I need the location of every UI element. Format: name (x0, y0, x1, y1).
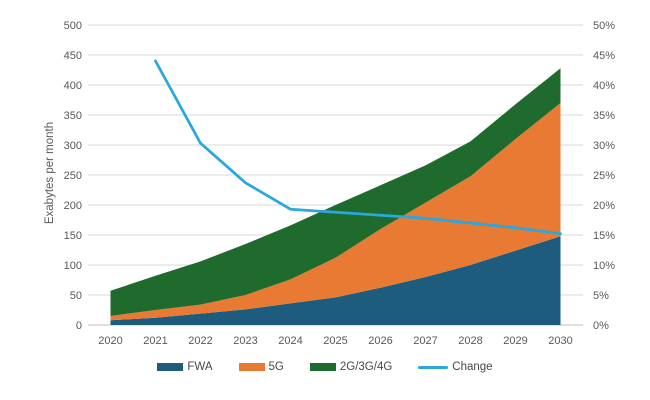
legend-label-change: Change (452, 361, 493, 373)
x-axis-tick-label: 2021 (143, 335, 167, 347)
right-axis-tick-label: 45% (593, 50, 615, 62)
right-axis-tick-label: 40% (593, 80, 615, 92)
left-axis-tick-label: 100 (64, 260, 82, 272)
legend-item-5g: 5G (238, 361, 284, 373)
left-axis-tick-label: 300 (64, 140, 82, 152)
legend-item-change: Change (418, 361, 493, 373)
left-axis-tick-label: 250 (64, 170, 82, 182)
legend-swatch-change-line (418, 365, 449, 369)
x-axis-tick-label: 2024 (278, 335, 302, 347)
right-axis-tick-label: 10% (593, 260, 615, 272)
x-axis-tick-label: 2026 (368, 335, 392, 347)
x-axis-tick-label: 2030 (548, 335, 572, 347)
right-axis-tick-label: 30% (593, 140, 615, 152)
left-axis-tick-label: 350 (64, 110, 82, 122)
legend-swatch-5g (238, 363, 265, 371)
left-axis-tick-label: 150 (64, 230, 82, 242)
legend-label-fwa: FWA (187, 361, 213, 373)
left-axis-tick-label: 400 (64, 80, 82, 92)
legend: FWA 5G 2G/3G/4G Change (0, 361, 650, 373)
x-axis-tick-label: 2029 (503, 335, 527, 347)
x-axis-tick-label: 2020 (98, 335, 122, 347)
right-axis-tick-label: 15% (593, 230, 615, 242)
legend-item-fwa: FWA (157, 361, 213, 373)
left-axis-tick-label: 50 (70, 290, 82, 302)
right-axis-tick-label: 50% (593, 20, 615, 32)
area-series-5g (110, 103, 561, 321)
area-series-fwa (110, 236, 561, 325)
line-series-change (154, 59, 562, 236)
x-axis-tick-label: 2028 (458, 335, 482, 347)
x-axis-tick-label: 2025 (323, 335, 347, 347)
legend-item-legacy: 2G/3G/4G (309, 361, 393, 373)
right-axis-tick-label: 0% (593, 320, 609, 332)
area-series-2g-3g-4g (110, 68, 561, 316)
left-axis-tick-label: 0 (76, 320, 82, 332)
left-axis-tick-label: 450 (64, 50, 82, 62)
right-axis-tick-label: 25% (593, 170, 615, 182)
y-axis-title: Exabytes per month (44, 121, 56, 225)
x-axis-tick-label: 2022 (188, 335, 212, 347)
left-axis-tick-label: 500 (64, 20, 82, 32)
x-axis-tick-label: 2027 (413, 335, 437, 347)
right-axis-tick-label: 35% (593, 110, 615, 122)
legend-label-5g: 5G (268, 361, 284, 373)
legend-swatch-fwa (157, 363, 184, 371)
legend-label-legacy: 2G/3G/4G (339, 361, 393, 373)
right-axis-tick-label: 5% (593, 290, 609, 302)
right-axis-tick-label: 20% (593, 200, 615, 212)
x-axis-tick-label: 2023 (233, 335, 257, 347)
left-axis-tick-label: 200 (64, 200, 82, 212)
legend-swatch-legacy (309, 363, 336, 371)
